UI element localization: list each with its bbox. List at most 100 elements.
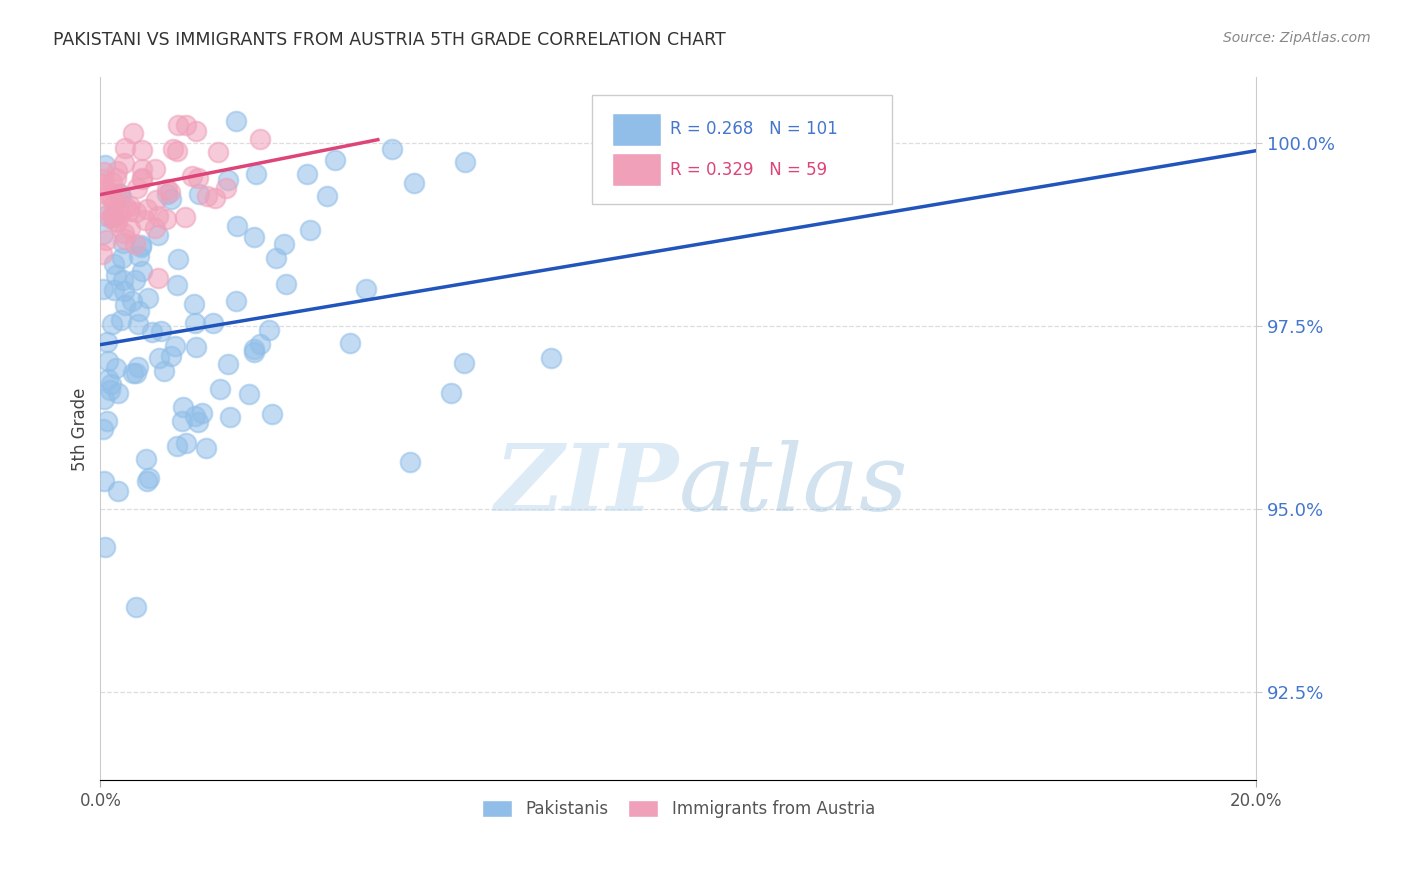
Point [125, 600, 148, 615]
Point [127, 359, 149, 374]
Point [112, 273, 135, 287]
Point [162, 142, 184, 156]
Point [97, 188, 120, 202]
Point [98, 211, 121, 225]
Point [146, 209, 169, 223]
Point [98, 383, 121, 397]
Point [245, 167, 267, 181]
Point [94, 158, 117, 172]
Point [122, 366, 145, 380]
Point [202, 316, 225, 330]
Text: PAKISTANI VS IMMIGRANTS FROM AUSTRIA 5TH GRADE CORRELATION CHART: PAKISTANI VS IMMIGRANTS FROM AUSTRIA 5TH… [53, 31, 725, 49]
Point [184, 317, 207, 331]
Point [183, 296, 205, 310]
Point [96, 208, 118, 222]
Point [160, 192, 183, 206]
Point [96, 414, 118, 428]
Point [94, 233, 117, 247]
FancyBboxPatch shape [613, 113, 661, 145]
Point [135, 451, 157, 466]
Point [97, 372, 120, 386]
Point [93, 165, 115, 179]
Point [129, 240, 152, 254]
Point [214, 181, 236, 195]
Point [124, 273, 146, 287]
Point [128, 304, 150, 318]
Point [217, 173, 239, 187]
Point [101, 209, 124, 223]
Point [105, 215, 128, 229]
Point [134, 212, 156, 227]
Point [184, 124, 207, 138]
Point [316, 189, 339, 203]
Point [131, 143, 153, 157]
Point [107, 385, 129, 400]
Point [323, 153, 346, 167]
Point [141, 325, 163, 339]
Point [103, 256, 125, 270]
Point [209, 382, 232, 396]
Point [249, 337, 271, 351]
Point [174, 118, 197, 132]
Point [166, 439, 188, 453]
Point [110, 252, 132, 266]
Point [125, 180, 148, 194]
Point [454, 155, 477, 169]
Point [225, 114, 247, 128]
Point [131, 171, 153, 186]
Point [195, 189, 218, 203]
Point [91, 282, 114, 296]
Point [242, 230, 264, 244]
Text: R = 0.268   N = 101: R = 0.268 N = 101 [671, 120, 838, 138]
Point [148, 351, 170, 365]
Point [101, 210, 124, 224]
Point [148, 228, 170, 243]
Point [97, 353, 120, 368]
Point [402, 176, 425, 190]
Point [93, 392, 115, 407]
Point [105, 170, 128, 185]
Point [143, 161, 166, 176]
Point [91, 227, 114, 241]
Point [136, 202, 159, 216]
Point [155, 212, 177, 227]
Point [170, 414, 193, 428]
Point [453, 356, 475, 370]
Point [94, 541, 117, 555]
Point [174, 210, 197, 224]
Point [187, 415, 209, 429]
Point [540, 351, 562, 365]
Point [166, 252, 188, 267]
Point [180, 169, 202, 183]
Point [93, 474, 115, 488]
FancyBboxPatch shape [592, 95, 893, 204]
Point [187, 171, 209, 186]
Point [107, 484, 129, 499]
Point [114, 298, 136, 312]
Point [339, 336, 361, 351]
Point [108, 206, 131, 220]
Point [207, 145, 229, 160]
Point [100, 376, 122, 391]
Point [298, 223, 321, 237]
Point [120, 199, 142, 213]
Point [243, 342, 266, 356]
Point [90, 247, 112, 261]
Point [96, 334, 118, 349]
Point [114, 141, 136, 155]
Point [104, 361, 127, 376]
Y-axis label: 5th Grade: 5th Grade [72, 387, 89, 471]
Point [131, 161, 153, 176]
Point [124, 236, 146, 251]
Point [152, 364, 174, 378]
Text: ZIP: ZIP [494, 440, 678, 530]
Point [131, 264, 153, 278]
Point [381, 142, 404, 156]
Point [191, 406, 214, 420]
Text: atlas: atlas [678, 440, 908, 530]
Point [112, 156, 135, 170]
Point [96, 184, 118, 198]
Point [138, 471, 160, 485]
Point [114, 200, 136, 214]
Point [257, 323, 280, 337]
